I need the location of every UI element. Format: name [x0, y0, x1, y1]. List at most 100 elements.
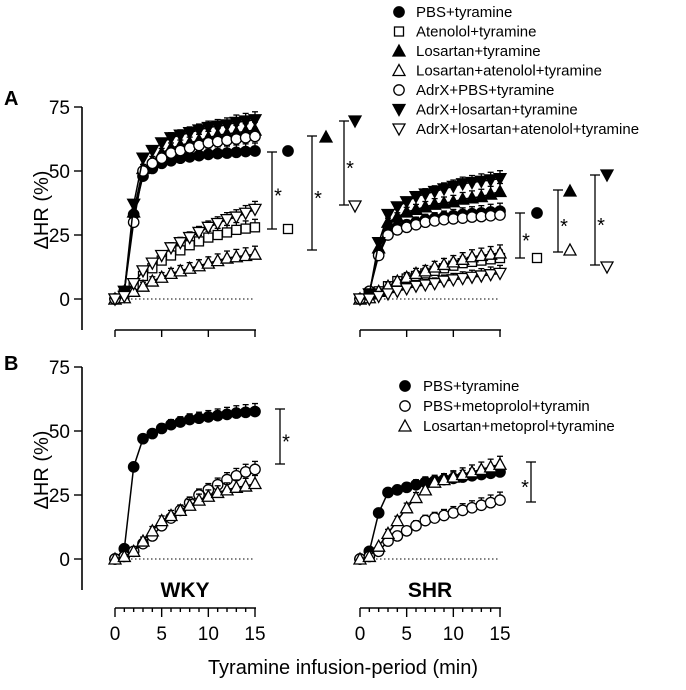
legend-a-label-6: AdrX+losartan+atenolol+tyramine: [416, 121, 639, 138]
legend-a-marker-5: [391, 103, 407, 117]
data-point: [492, 173, 508, 187]
significance-star: *: [274, 186, 282, 208]
data-point: [474, 248, 489, 262]
series-b-shr-1: [354, 491, 506, 565]
data-point: [483, 246, 498, 260]
data-point: [371, 538, 386, 552]
data-point: [408, 280, 424, 294]
y-tick-label-a-0: 0: [59, 290, 70, 311]
data-point: [483, 174, 498, 188]
data-point: [249, 130, 261, 143]
data-point: [173, 129, 188, 143]
data-point: [146, 157, 159, 170]
data-point: [427, 185, 442, 199]
data-point: [492, 267, 508, 281]
sig-marker-a-shr-triple: [562, 242, 578, 256]
data-point: [399, 269, 414, 283]
data-point: [126, 198, 141, 212]
sig-marker-a-wky-pbs: [282, 145, 294, 157]
data-point: [249, 463, 261, 476]
data-point: [436, 195, 452, 209]
data-point: [201, 488, 216, 502]
x-tick-label-wky-5: 5: [156, 624, 167, 645]
data-point: [464, 190, 480, 204]
data-point: [240, 223, 251, 234]
data-point: [127, 460, 140, 473]
sig-marker-a-wky-adrx-losartan: [347, 115, 363, 129]
data-point: [362, 549, 377, 563]
series-a-wky-6: [107, 200, 263, 307]
y-tick-label-a-75: 75: [49, 98, 70, 119]
data-point: [145, 257, 160, 271]
y-tick-label-b-0: 0: [59, 550, 70, 571]
y-tick-label-b-75: 75: [49, 358, 70, 379]
sig-marker-a-shr-atenolol: [531, 252, 543, 264]
legend-a-label-2: Losartan+tyramine: [416, 43, 541, 60]
data-point: [229, 479, 244, 493]
data-point: [408, 190, 424, 204]
data-point: [231, 224, 242, 236]
data-point: [494, 494, 506, 506]
data-point: [492, 245, 508, 259]
legend-a-label-0: PBS+tyramine: [416, 4, 512, 21]
data-point: [191, 226, 207, 240]
data-point: [371, 290, 386, 304]
series-line: [114, 482, 256, 560]
data-point: [390, 513, 405, 527]
sig-marker-a-shr-adrx-losartan: [599, 169, 615, 183]
data-point: [146, 427, 159, 440]
x-tick-label-shr-10: 10: [443, 624, 464, 645]
data-point: [249, 222, 261, 233]
data-point: [229, 249, 244, 263]
data-point: [201, 121, 216, 135]
data-point: [238, 207, 253, 221]
legend-a-label-5: AdrX+losartan+tyramine: [416, 102, 578, 119]
data-point: [127, 216, 140, 229]
data-point: [247, 114, 263, 128]
data-point: [145, 523, 160, 537]
data-point: [390, 201, 405, 215]
x-tick-label-wky-10: 10: [198, 624, 219, 645]
data-point: [408, 490, 424, 504]
data-point: [455, 272, 470, 286]
sig-marker-a-shr-adrx-triple: [599, 261, 615, 275]
data-point: [418, 188, 433, 202]
sig-bracket-b-shr: *: [521, 461, 536, 503]
data-point: [455, 191, 470, 205]
data-point: [229, 211, 244, 225]
data-point: [135, 265, 151, 279]
data-point: [173, 237, 188, 251]
y-tick-label-b-25: 25: [49, 486, 70, 507]
data-point: [135, 152, 151, 166]
data-point: [371, 237, 386, 251]
legend-a-marker-0: [393, 6, 405, 18]
data-point: [494, 209, 506, 221]
group-label-shr: SHR: [408, 579, 452, 602]
data-point: [390, 285, 405, 299]
legend-b-label-0: PBS+tyramine: [423, 378, 519, 395]
data-point: [380, 208, 396, 222]
legend-a: PBS+tyramine Atenolol+tyramine Losartan+ty…: [391, 4, 639, 138]
x-tick-label-shr-15: 15: [489, 624, 510, 645]
data-point: [249, 405, 261, 418]
significance-star: *: [560, 216, 568, 238]
data-point: [446, 180, 461, 194]
data-point: [436, 183, 452, 197]
legend-b-label-2: Losartan+metoprol+tyramine: [423, 418, 615, 435]
data-point: [380, 288, 396, 302]
series-a-shr-5: [352, 170, 508, 307]
sig-bracket-a-wky-2: *: [307, 135, 322, 251]
series-a-wky-5: [107, 111, 263, 307]
significance-star: *: [597, 215, 605, 237]
legend-b-label-1: PBS+metoprolol+tyramin: [423, 398, 590, 415]
data-point: [182, 231, 197, 245]
legend-b: PBS+tyramine PBS+metoprolol+tyramin Losart…: [397, 378, 615, 435]
x-ticks-panel-a: [114, 329, 501, 337]
data-point: [455, 178, 470, 192]
data-point: [418, 279, 433, 293]
data-point: [436, 275, 452, 289]
data-point: [446, 274, 461, 288]
data-point: [474, 175, 489, 189]
panel-b-shr: [352, 455, 508, 565]
